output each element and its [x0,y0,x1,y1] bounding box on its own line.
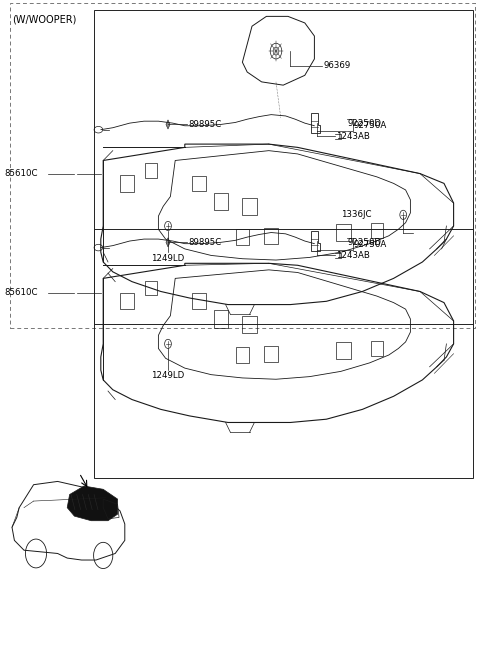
Text: 85610C: 85610C [5,288,38,297]
Text: 89895C: 89895C [189,238,222,247]
Text: 92250D: 92250D [347,238,381,247]
Text: 92750A: 92750A [354,121,387,130]
Text: 1243AB: 1243AB [336,251,370,260]
Text: (W/WOOPER): (W/WOOPER) [12,14,76,24]
Text: 1243AB: 1243AB [336,132,370,141]
Text: 1336JC: 1336JC [341,210,372,219]
Polygon shape [67,486,118,521]
Text: 1249LD: 1249LD [151,253,184,263]
Text: 96369: 96369 [323,61,350,70]
Polygon shape [166,238,170,247]
Text: 85610C: 85610C [5,169,38,178]
Text: 1249LD: 1249LD [151,371,184,381]
Polygon shape [166,120,170,129]
Text: 92250D: 92250D [347,119,381,128]
Text: 89895C: 89895C [189,120,222,129]
Text: 92750A: 92750A [354,240,387,250]
